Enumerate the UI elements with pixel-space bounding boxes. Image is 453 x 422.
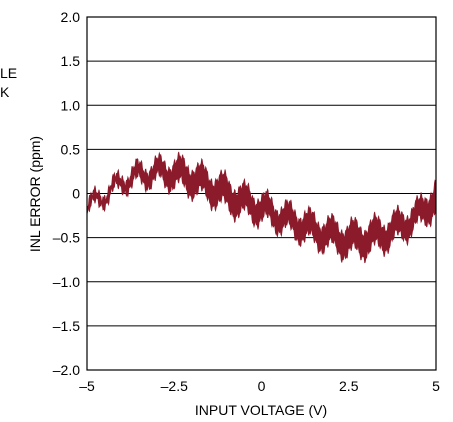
y-tick-label: 0	[72, 186, 80, 202]
x-tick-label: –2.5	[161, 378, 188, 394]
legend-fragment-1: LE	[0, 65, 17, 81]
y-axis-label: INL ERROR (ppm)	[27, 136, 43, 252]
y-tick-label: 2.0	[61, 9, 81, 25]
grid-lines	[87, 16, 436, 371]
inl-error-band	[86, 151, 437, 264]
x-tick-label: –5	[79, 378, 95, 394]
x-tick-label: 5	[432, 378, 440, 394]
y-tick-label: 1.5	[61, 53, 81, 69]
y-tick-labels: 2.0 1.5 1.0 0.5 0 –0.5 –1.0 –1.5 –2.0	[53, 9, 80, 378]
x-tick-label: 0	[258, 378, 266, 394]
y-tick-label: –1.0	[53, 274, 80, 290]
legend-fragment-2: K	[0, 84, 10, 100]
y-tick-label: –2.0	[53, 362, 80, 378]
y-tick-label: –0.5	[53, 230, 80, 246]
x-axis-label: INPUT VOLTAGE (V)	[195, 402, 327, 418]
y-tick-label: 1.0	[61, 97, 81, 113]
plot-frame	[86, 16, 437, 371]
y-tick-label: –1.5	[53, 318, 80, 334]
x-tick-labels: –5 –2.5 0 2.5 5	[79, 378, 440, 394]
inl-error-series	[86, 151, 437, 264]
x-tick-label: 2.5	[339, 378, 359, 394]
y-tick-label: 0.5	[61, 141, 81, 157]
